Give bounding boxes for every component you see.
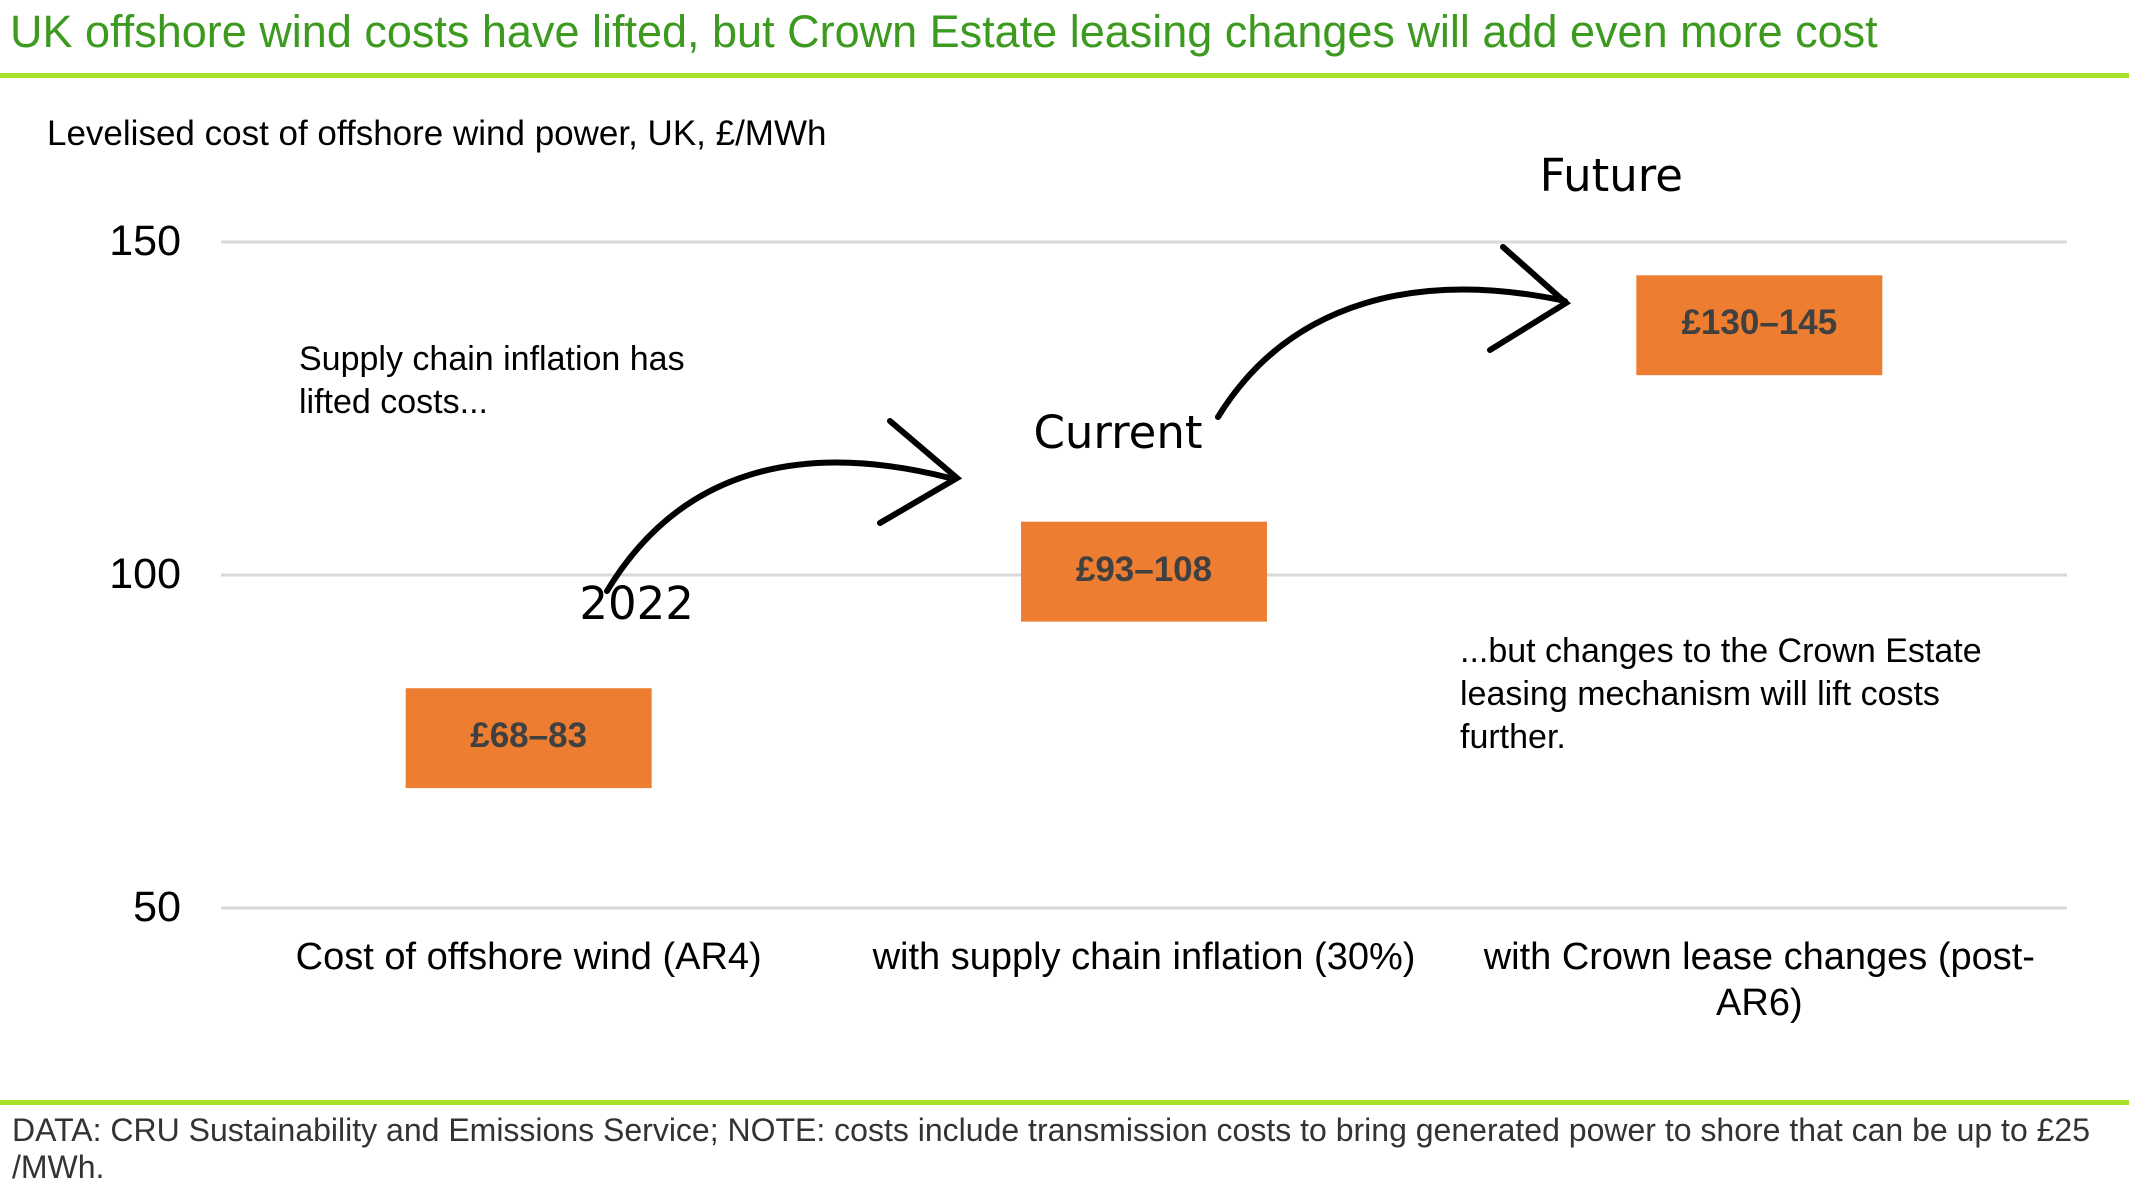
chart-subtitle: Levelised cost of offshore wind power, U… bbox=[47, 114, 827, 153]
arrow bbox=[604, 459, 953, 594]
arrow bbox=[1215, 286, 1568, 420]
bar-annotation: Future bbox=[1539, 149, 1683, 203]
x-tick-label: with supply chain inflation (30%) bbox=[872, 936, 1416, 978]
bar-annotation: Current bbox=[1033, 405, 1203, 459]
annotation: lifted costs... bbox=[299, 383, 488, 421]
value-label: £130–145 bbox=[1681, 303, 1838, 343]
annotation: further. bbox=[1460, 718, 1566, 756]
value-label: £93–108 bbox=[1075, 549, 1213, 589]
bar bbox=[1636, 275, 1883, 376]
y-tick-label: 150 bbox=[109, 217, 181, 265]
bar-annotation: 2022 bbox=[579, 577, 694, 631]
annotation: ...but changes to the Crown Estate bbox=[1460, 632, 1982, 670]
arrow-head bbox=[1487, 244, 1572, 353]
title-rule bbox=[0, 73, 2129, 78]
y-tick-label: 100 bbox=[109, 550, 181, 598]
y-tick-label: 50 bbox=[133, 883, 181, 931]
arrow-head bbox=[877, 418, 963, 526]
footer-rule bbox=[0, 1100, 2129, 1105]
chart bbox=[221, 240, 2067, 910]
annotation: leasing mechanism will lift costs bbox=[1460, 675, 1940, 713]
annotation: Supply chain inflation has bbox=[299, 340, 685, 378]
bar bbox=[405, 688, 652, 789]
x-tick-label: with Crown lease changes (post-AR6) bbox=[1483, 936, 2035, 1024]
value-label: £68–83 bbox=[470, 716, 588, 756]
bar bbox=[1021, 521, 1267, 622]
chart-title: UK offshore wind costs have lifted, but … bbox=[10, 6, 1878, 57]
footer-note: DATA: CRU Sustainability and Emissions S… bbox=[12, 1112, 2091, 1185]
x-tick-label: Cost of offshore wind (AR4) bbox=[295, 936, 762, 978]
